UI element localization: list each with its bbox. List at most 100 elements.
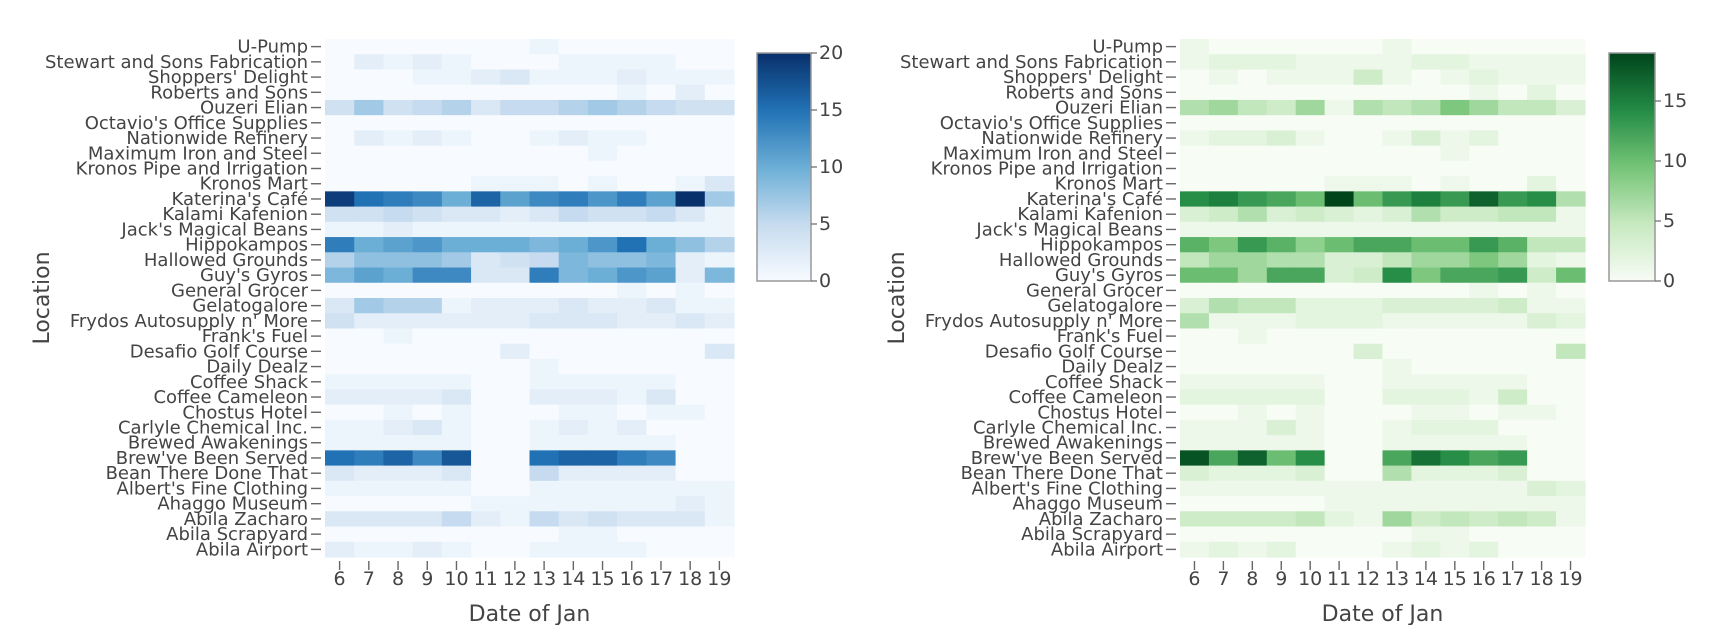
heatmap-cell[interactable]	[1353, 358, 1384, 375]
heatmap-cell[interactable]	[1382, 39, 1413, 55]
heatmap-cell[interactable]	[500, 39, 531, 55]
heatmap-cell[interactable]	[1324, 511, 1355, 528]
heatmap-cell[interactable]	[1469, 130, 1499, 147]
heatmap-cell[interactable]	[704, 511, 735, 528]
heatmap-cell[interactable]	[383, 343, 414, 360]
heatmap-cell[interactable]	[500, 419, 531, 436]
heatmap-cell[interactable]	[1266, 465, 1297, 482]
heatmap-cell[interactable]	[1440, 267, 1470, 284]
heatmap-cell[interactable]	[383, 191, 414, 208]
heatmap-cell[interactable]	[1353, 221, 1384, 238]
heatmap-cell[interactable]	[1498, 435, 1528, 451]
heatmap-cell[interactable]	[1295, 252, 1326, 269]
heatmap-cell[interactable]	[383, 115, 414, 132]
heatmap-cell[interactable]	[1382, 358, 1413, 375]
heatmap-cell[interactable]	[646, 343, 677, 360]
heatmap-cell[interactable]	[1324, 115, 1355, 132]
heatmap-cell[interactable]	[354, 343, 385, 360]
heatmap-cell[interactable]	[1411, 54, 1441, 71]
heatmap-cell[interactable]	[1324, 99, 1355, 116]
heatmap-cell[interactable]	[441, 282, 472, 299]
heatmap-cell[interactable]	[1440, 389, 1470, 406]
heatmap-cell[interactable]	[1237, 298, 1268, 314]
heatmap-cell[interactable]	[471, 54, 501, 71]
heatmap-cell[interactable]	[1208, 237, 1239, 253]
heatmap-cell[interactable]	[675, 237, 706, 253]
heatmap-cell[interactable]	[1411, 465, 1441, 482]
heatmap-cell[interactable]	[558, 267, 589, 284]
heatmap-cell[interactable]	[1527, 99, 1557, 116]
heatmap-cell[interactable]	[471, 358, 501, 375]
heatmap-cell[interactable]	[412, 541, 443, 558]
heatmap-cell[interactable]	[558, 343, 589, 360]
heatmap-cell[interactable]	[646, 480, 677, 497]
heatmap-cell[interactable]	[1180, 115, 1210, 132]
heatmap-cell[interactable]	[675, 160, 706, 177]
heatmap-cell[interactable]	[412, 267, 443, 284]
heatmap-cell[interactable]	[704, 282, 735, 299]
heatmap-cell[interactable]	[471, 480, 501, 497]
heatmap-cell[interactable]	[1382, 99, 1413, 116]
heatmap-cell[interactable]	[1324, 298, 1355, 314]
heatmap-cell[interactable]	[1324, 465, 1355, 482]
heatmap-cell[interactable]	[675, 404, 706, 421]
heatmap-cell[interactable]	[529, 328, 560, 345]
heatmap-cell[interactable]	[1237, 496, 1268, 512]
heatmap-cell[interactable]	[1411, 419, 1441, 436]
heatmap-cell[interactable]	[1440, 358, 1470, 375]
heatmap-cell[interactable]	[441, 511, 472, 528]
heatmap-cell[interactable]	[529, 343, 560, 360]
heatmap-cell[interactable]	[500, 541, 531, 558]
heatmap-cell[interactable]	[1556, 221, 1586, 238]
heatmap-cell[interactable]	[500, 84, 531, 101]
heatmap-cell[interactable]	[325, 511, 355, 528]
heatmap-cell[interactable]	[1180, 358, 1210, 375]
heatmap-cell[interactable]	[558, 419, 589, 436]
heatmap-cell[interactable]	[1498, 160, 1528, 177]
heatmap-cell[interactable]	[675, 541, 706, 558]
heatmap-cell[interactable]	[500, 435, 531, 451]
heatmap-cell[interactable]	[354, 374, 385, 391]
heatmap-cell[interactable]	[354, 298, 385, 314]
heatmap-cell[interactable]	[1237, 206, 1268, 223]
heatmap-cell[interactable]	[1382, 343, 1413, 360]
heatmap-cell[interactable]	[587, 39, 618, 55]
heatmap-cell[interactable]	[471, 465, 501, 482]
heatmap-cell[interactable]	[529, 160, 560, 177]
heatmap-cell[interactable]	[617, 54, 647, 71]
heatmap-cell[interactable]	[1295, 160, 1326, 177]
heatmap-cell[interactable]	[325, 465, 355, 482]
heatmap-cell[interactable]	[646, 191, 677, 208]
heatmap-cell[interactable]	[558, 282, 589, 299]
heatmap-cell[interactable]	[558, 480, 589, 497]
heatmap-cell[interactable]	[1556, 237, 1586, 253]
heatmap-cell[interactable]	[1469, 191, 1499, 208]
heatmap-cell[interactable]	[1208, 252, 1239, 269]
heatmap-cell[interactable]	[1295, 389, 1326, 406]
heatmap-cell[interactable]	[558, 526, 589, 543]
heatmap-cell[interactable]	[587, 130, 618, 147]
heatmap-cell[interactable]	[325, 298, 355, 314]
heatmap-cell[interactable]	[529, 496, 560, 512]
heatmap-cell[interactable]	[558, 328, 589, 345]
heatmap-cell[interactable]	[1556, 176, 1586, 192]
heatmap-cell[interactable]	[1266, 84, 1297, 101]
heatmap-cell[interactable]	[646, 298, 677, 314]
heatmap-cell[interactable]	[529, 450, 560, 467]
heatmap-cell[interactable]	[646, 496, 677, 512]
heatmap-cell[interactable]	[1382, 267, 1413, 284]
heatmap-cell[interactable]	[1324, 480, 1355, 497]
heatmap-cell[interactable]	[1411, 206, 1441, 223]
heatmap-cell[interactable]	[529, 130, 560, 147]
heatmap-cell[interactable]	[1498, 237, 1528, 253]
heatmap-cell[interactable]	[1556, 313, 1586, 330]
heatmap-cell[interactable]	[529, 374, 560, 391]
heatmap-cell[interactable]	[441, 267, 472, 284]
heatmap-cell[interactable]	[617, 206, 647, 223]
heatmap-cell[interactable]	[1411, 252, 1441, 269]
heatmap-cell[interactable]	[1237, 54, 1268, 71]
heatmap-cell[interactable]	[587, 176, 618, 192]
heatmap-cell[interactable]	[617, 389, 647, 406]
heatmap-cell[interactable]	[1295, 298, 1326, 314]
heatmap-cell[interactable]	[500, 206, 531, 223]
